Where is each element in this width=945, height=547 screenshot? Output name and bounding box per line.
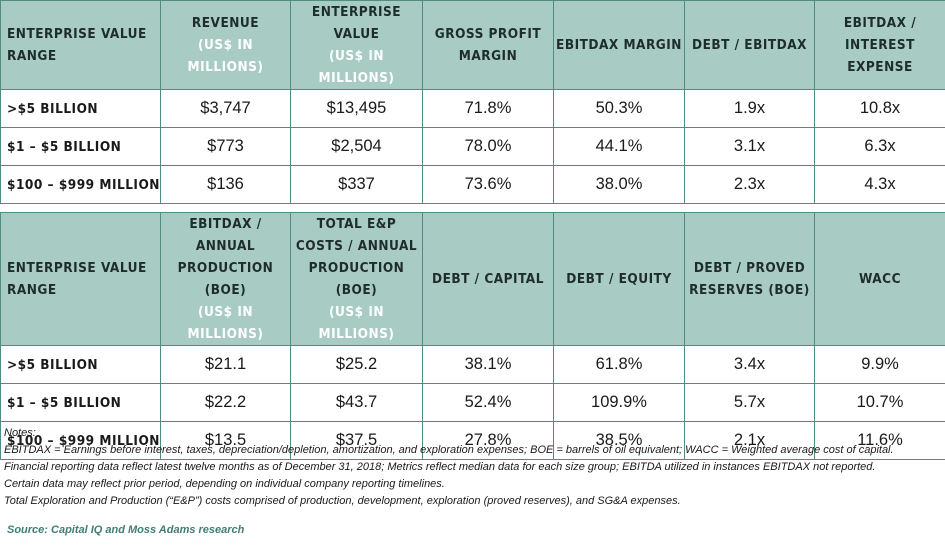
table-cell: 4.3x [814,165,945,204]
table-cell: $773 [160,127,291,166]
source-citation: Source: Capital IQ and Moss Adams resear… [7,524,245,536]
table-cell: $25.2 [290,345,423,384]
note-line: Financial reporting data reflect latest … [4,461,876,473]
table-row: $100 – $999 million $136 $337 73.6% 38.0… [0,165,945,204]
table-cell: 2.3x [684,165,815,204]
valuation-table-2: Enterprise Value Range EBITDAX / Annual … [0,212,945,460]
table-cell: 1.9x [684,89,815,128]
column-header: Revenue (US$ in millions) [160,0,291,90]
table-cell: 27.8% [422,421,554,460]
table-cell: 52.4% [422,383,554,422]
table-cell: 11.6% [814,421,945,460]
column-header: EBITDAX / Interest Expense [814,0,945,90]
table-header-row: Enterprise Value Range EBITDAX / Annual … [0,212,945,346]
table-cell: 109.9% [553,383,685,422]
table-cell: 38.1% [422,345,554,384]
table-cell: $21.1 [160,345,291,384]
column-header: Debt / Proved Reserves (BOE) [684,212,815,346]
column-header: Debt / Capital [422,212,554,346]
table-cell: $3,747 [160,89,291,128]
column-header: EBITDAX Margin [553,0,685,90]
note-line: Total Exploration and Production (“E&P”)… [4,495,681,507]
table-cell: 50.3% [553,89,685,128]
column-header: Enterprise Value (US$ in millions) [290,0,423,90]
row-label: $1 – $5 billion [0,127,161,166]
table-row: $100 – $999 million $13.5 $37.5 27.8% 38… [0,421,945,460]
row-label: $100 – $999 million [0,421,161,460]
column-header: Total E&P Costs / Annual Production (BOE… [290,212,423,346]
table-cell: $337 [290,165,423,204]
row-label: >$5 billion [0,345,161,384]
table-cell: $22.2 [160,383,291,422]
table-cell: 9.9% [814,345,945,384]
column-header: WACC [814,212,945,346]
valuation-table-1: Enterprise Value Range Revenue (US$ in mi… [0,0,945,204]
column-header: Gross Profit Margin [422,0,554,90]
table-row: >$5 billion $3,747 $13,495 71.8% 50.3% 1… [0,89,945,128]
table-cell: 10.7% [814,383,945,422]
table-row: >$5 billion $21.1 $25.2 38.1% 61.8% 3.4x… [0,345,945,384]
table-row: $1 – $5 billion $773 $2,504 78.0% 44.1% … [0,127,945,166]
table-header-row: Enterprise Value Range Revenue (US$ in mi… [0,0,945,90]
table-cell: $13.5 [160,421,291,460]
note-line: EBITDAX = Earnings before interest, taxe… [4,444,894,456]
table-cell: 73.6% [422,165,554,204]
row-label: $1 – $5 billion [0,383,161,422]
table-cell: 10.8x [814,89,945,128]
column-header: EBITDAX / Annual Production (BOE) (US$ in… [160,212,291,346]
table-cell: 38.0% [553,165,685,204]
column-header: Enterprise Value Range [0,212,161,346]
table-cell: 78.0% [422,127,554,166]
notes-title: Notes: [4,427,36,439]
table-cell: 44.1% [553,127,685,166]
table-cell: $2,504 [290,127,423,166]
table-cell: 61.8% [553,345,685,384]
table-cell: 6.3x [814,127,945,166]
note-line: Certain data may reflect prior period, d… [4,478,445,490]
table-cell: 71.8% [422,89,554,128]
column-header: Debt / EBITDAX [684,0,815,90]
column-header: Debt / Equity [553,212,685,346]
row-label: >$5 billion [0,89,161,128]
table-cell: $136 [160,165,291,204]
table-cell: 3.1x [684,127,815,166]
table-cell: 3.4x [684,345,815,384]
table-row: $1 – $5 billion $22.2 $43.7 52.4% 109.9%… [0,383,945,422]
table-cell: 5.7x [684,383,815,422]
column-header: Enterprise Value Range [0,0,161,90]
table-cell: $43.7 [290,383,423,422]
table-cell: $13,495 [290,89,423,128]
notes-section: Notes: EBITDAX = Earnings before interes… [4,425,939,510]
row-label: $100 – $999 million [0,165,161,204]
